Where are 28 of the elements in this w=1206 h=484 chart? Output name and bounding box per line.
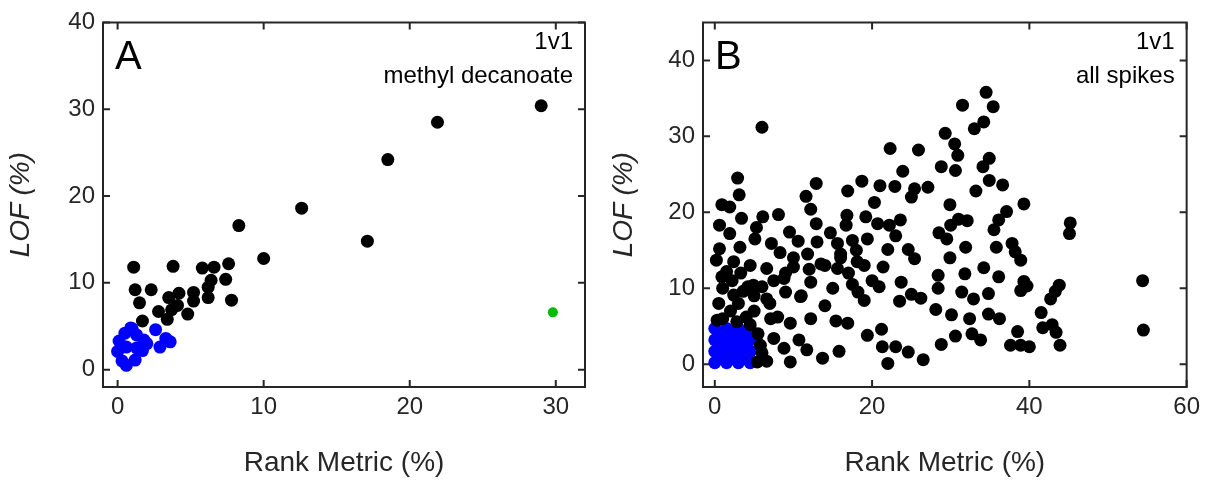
annotation: 1v1 [1135, 27, 1175, 55]
y-tick-label: 10 [668, 272, 695, 300]
x-axis-title: Rank Metric (%) [844, 445, 1046, 477]
y-tick-label: 10 [68, 267, 95, 295]
x-tick-label: 20 [858, 392, 886, 420]
y-axis-title: LOF (%) [3, 152, 35, 258]
annotation: all spikes [1075, 61, 1175, 89]
y-tick-label: 0 [681, 348, 695, 376]
annotation: B [715, 33, 742, 78]
x-tick-label: 40 [1016, 392, 1043, 420]
y-tick-label: 30 [68, 93, 95, 121]
annotation: A [115, 33, 142, 78]
x-tick-label: 20 [396, 392, 424, 420]
y-tick-label: 20 [68, 180, 95, 208]
x-axis-title: Rank Metric (%) [243, 445, 445, 477]
annotation: methyl decanoate [383, 61, 573, 89]
x-tick-label: 0 [708, 392, 722, 420]
x-tick-label: 10 [250, 392, 278, 420]
y-tick-label: 40 [668, 45, 695, 72]
x-tick-label: 30 [542, 392, 570, 420]
x-tick-label: 0 [110, 392, 125, 420]
y-tick-label: 40 [68, 7, 95, 35]
annotation: 1v1 [534, 27, 573, 55]
x-tick-label: 60 [1173, 392, 1200, 420]
y-tick-label: 30 [668, 120, 695, 148]
y-tick-label: 0 [81, 354, 95, 382]
y-tick-label: 20 [668, 196, 695, 224]
y-axis-title: LOF (%) [606, 152, 638, 258]
